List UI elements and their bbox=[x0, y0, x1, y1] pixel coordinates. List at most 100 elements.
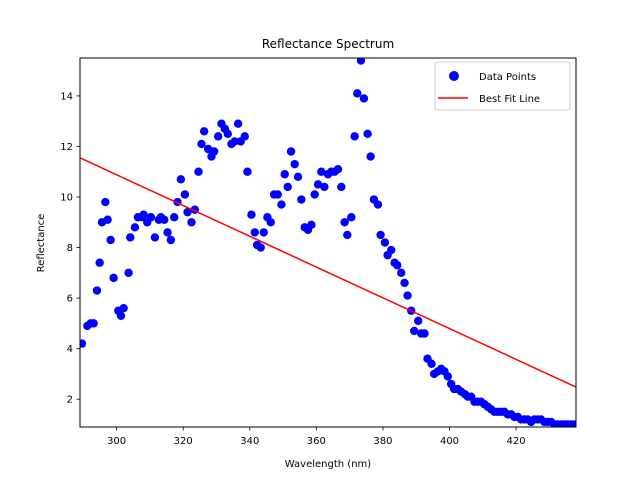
y-tick-label: 14 bbox=[60, 91, 73, 102]
data-point bbox=[293, 172, 303, 181]
x-tick-label: 320 bbox=[174, 436, 193, 447]
data-point bbox=[230, 137, 239, 146]
data-point bbox=[286, 147, 296, 156]
data-point bbox=[343, 230, 352, 240]
data-point bbox=[393, 261, 402, 270]
data-point bbox=[197, 139, 206, 149]
legend-marker-data-points bbox=[449, 71, 459, 81]
x-tick-label: 360 bbox=[307, 436, 326, 447]
data-point bbox=[199, 127, 209, 136]
data-point bbox=[180, 190, 190, 199]
data-point bbox=[250, 228, 259, 237]
data-point bbox=[420, 329, 429, 338]
data-point bbox=[233, 119, 243, 128]
y-tick-label: 2 bbox=[67, 395, 73, 406]
data-point bbox=[333, 165, 343, 174]
data-point bbox=[317, 167, 326, 176]
data-point bbox=[350, 132, 359, 141]
data-point bbox=[183, 207, 192, 217]
data-point bbox=[397, 268, 406, 278]
legend-label-data-points: Data Points bbox=[479, 72, 536, 83]
plot-frame bbox=[79, 57, 577, 428]
data-point bbox=[310, 190, 319, 199]
x-tick-label: 300 bbox=[107, 436, 126, 447]
data-point bbox=[187, 218, 196, 227]
legend-label-best-fit-line: Best Fit Line bbox=[479, 94, 540, 105]
data-point bbox=[89, 319, 98, 328]
data-point bbox=[150, 233, 160, 242]
data-point bbox=[290, 159, 299, 169]
data-point bbox=[139, 210, 148, 219]
data-point bbox=[280, 170, 289, 179]
data-point bbox=[92, 286, 102, 295]
data-point bbox=[209, 147, 219, 156]
data-point bbox=[359, 94, 369, 103]
x-tick-label: 420 bbox=[507, 436, 526, 447]
data-point bbox=[363, 129, 372, 139]
data-point bbox=[80, 339, 87, 348]
data-point bbox=[387, 245, 396, 255]
data-point bbox=[176, 175, 186, 184]
best-fit-line bbox=[80, 157, 576, 388]
y-axis: 2 4 6 8 10 12 14 bbox=[60, 91, 80, 406]
data-point bbox=[194, 167, 203, 176]
y-tick-label: 4 bbox=[67, 344, 73, 355]
data-point bbox=[376, 230, 385, 240]
data-point bbox=[403, 291, 412, 300]
data-point bbox=[243, 167, 252, 176]
data-point bbox=[307, 220, 316, 230]
x-tick-label: 340 bbox=[240, 436, 259, 447]
legend: Data Points Best Fit Line bbox=[434, 61, 571, 111]
data-point bbox=[277, 200, 286, 209]
data-point bbox=[163, 228, 172, 237]
data-point bbox=[160, 215, 169, 224]
x-tick-label: 380 bbox=[373, 436, 392, 447]
data-point bbox=[373, 200, 383, 209]
y-tick-label: 12 bbox=[60, 142, 73, 153]
y-tick-label: 8 bbox=[67, 243, 73, 254]
data-point bbox=[347, 213, 356, 222]
data-point bbox=[414, 316, 423, 326]
data-point bbox=[337, 182, 346, 192]
data-point bbox=[400, 278, 409, 288]
data-point bbox=[166, 235, 176, 245]
data-point bbox=[109, 273, 118, 283]
data-point bbox=[126, 233, 135, 242]
data-point bbox=[146, 213, 156, 222]
data-point bbox=[283, 182, 292, 192]
data-point bbox=[130, 223, 140, 232]
data-point bbox=[273, 190, 282, 199]
data-point bbox=[240, 132, 249, 141]
data-point bbox=[256, 243, 265, 252]
data-point bbox=[170, 213, 179, 222]
data-point bbox=[353, 89, 362, 98]
data-point bbox=[124, 268, 133, 278]
data-point bbox=[259, 228, 268, 237]
data-point bbox=[101, 197, 110, 207]
legend-box bbox=[434, 61, 571, 111]
data-point bbox=[570, 420, 576, 427]
data-point bbox=[223, 129, 232, 139]
y-tick-label: 10 bbox=[60, 193, 73, 204]
data-point bbox=[366, 152, 375, 161]
data-point bbox=[213, 132, 223, 141]
data-point bbox=[266, 218, 275, 227]
data-point bbox=[410, 326, 419, 336]
data-point bbox=[320, 182, 329, 192]
x-axis-label: Wavelength (nm) bbox=[285, 459, 371, 470]
x-axis: 300 320 340 360 380 400 420 bbox=[107, 427, 526, 447]
data-point bbox=[103, 215, 112, 224]
series-layer bbox=[80, 58, 576, 427]
data-point bbox=[95, 258, 104, 267]
data-point bbox=[297, 195, 306, 204]
chart-title: Reflectance Spectrum bbox=[262, 37, 394, 51]
data-point bbox=[313, 180, 323, 189]
y-axis-label: Reflectance bbox=[36, 214, 47, 273]
data-point bbox=[119, 304, 128, 313]
x-tick-label: 400 bbox=[440, 436, 459, 447]
data-point bbox=[443, 372, 453, 381]
plot-area bbox=[80, 58, 576, 427]
data-point bbox=[247, 210, 256, 219]
data-point bbox=[116, 311, 126, 320]
